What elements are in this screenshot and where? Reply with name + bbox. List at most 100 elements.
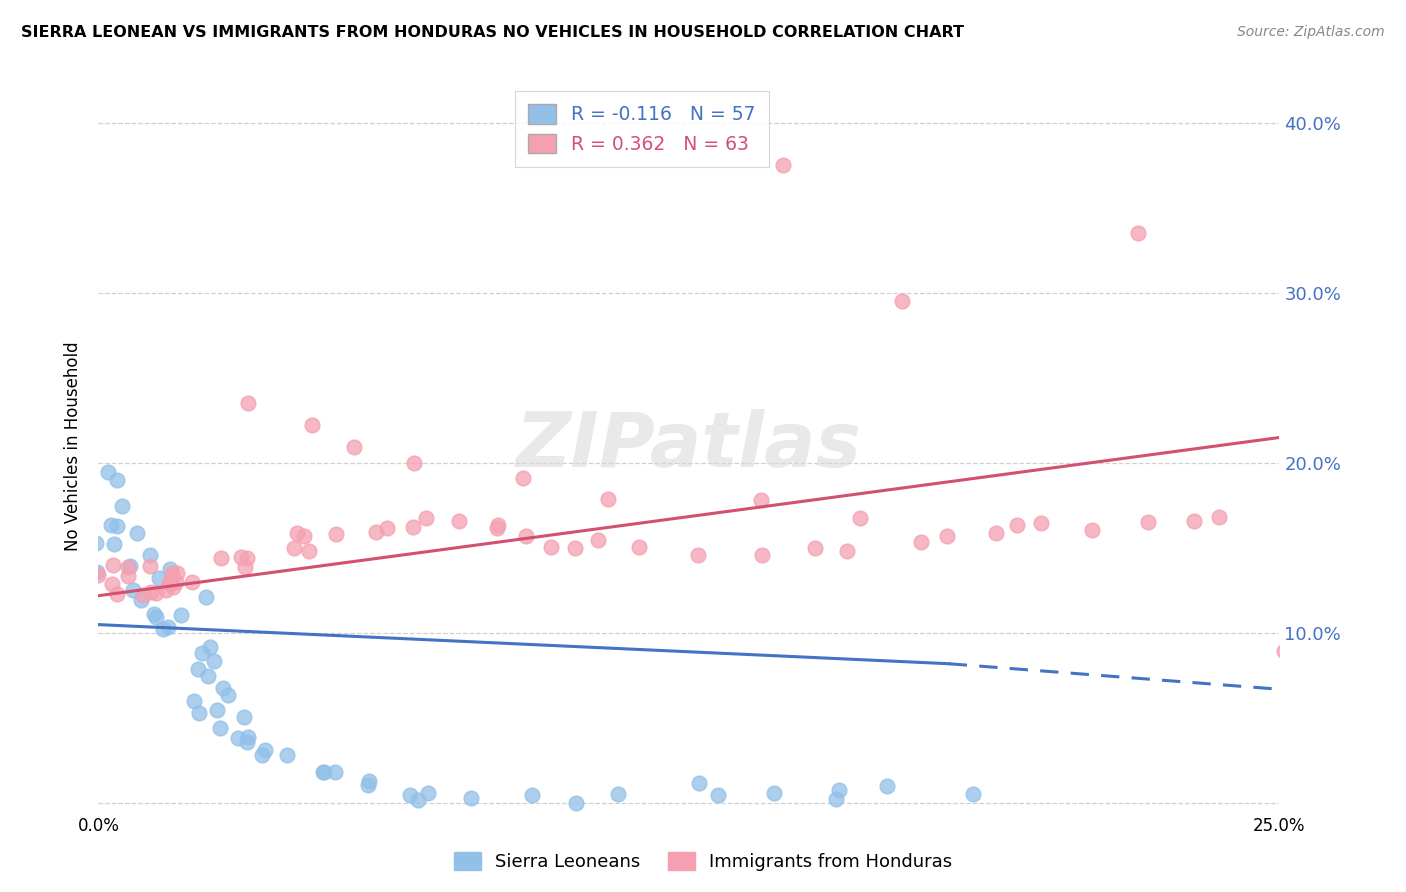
- Point: [120, 559, 142, 574]
- Point: [460, 791, 482, 805]
- Point: [139, 548, 162, 562]
- Point: [772, 158, 794, 172]
- Point: [1136, 515, 1159, 529]
- Point: [194, 590, 217, 604]
- Point: [357, 777, 380, 791]
- Point: [749, 493, 772, 508]
- Point: [910, 535, 932, 549]
- Text: Source: ZipAtlas.com: Source: ZipAtlas.com: [1237, 25, 1385, 39]
- Point: [155, 582, 177, 597]
- Point: [236, 735, 259, 749]
- Point: [232, 710, 254, 724]
- Point: [688, 548, 710, 562]
- Point: [1126, 227, 1149, 241]
- Point: [101, 558, 124, 572]
- Point: [217, 688, 239, 702]
- Point: [343, 440, 366, 454]
- Point: [87, 568, 110, 582]
- Point: [117, 560, 139, 574]
- Point: [145, 586, 167, 600]
- Point: [398, 788, 420, 802]
- Point: [198, 640, 221, 655]
- Point: [253, 743, 276, 757]
- Point: [486, 517, 509, 532]
- Point: [131, 588, 153, 602]
- Point: [325, 527, 347, 541]
- Point: [285, 526, 308, 541]
- Point: [160, 573, 183, 587]
- Point: [835, 544, 858, 558]
- Point: [1005, 517, 1028, 532]
- Point: [1208, 510, 1230, 524]
- Point: [105, 518, 128, 533]
- Point: [125, 526, 148, 541]
- Point: [84, 536, 107, 550]
- Point: [415, 511, 437, 525]
- Point: [205, 703, 228, 717]
- Point: [107, 587, 129, 601]
- Point: [117, 569, 139, 583]
- Point: [314, 765, 336, 780]
- Point: [402, 520, 425, 534]
- Point: [627, 540, 650, 554]
- Point: [212, 681, 235, 696]
- Point: [828, 783, 851, 797]
- Point: [148, 571, 170, 585]
- Point: [165, 575, 187, 590]
- Point: [540, 540, 562, 554]
- Point: [406, 793, 429, 807]
- Point: [804, 541, 827, 555]
- Point: [359, 773, 381, 788]
- Point: [366, 525, 388, 540]
- Point: [1184, 514, 1206, 528]
- Point: [1289, 498, 1312, 512]
- Point: [890, 294, 912, 309]
- Point: [197, 669, 219, 683]
- Point: [825, 792, 848, 806]
- Point: [520, 788, 543, 802]
- Point: [187, 662, 209, 676]
- Point: [191, 646, 214, 660]
- Point: [162, 580, 184, 594]
- Legend: Sierra Leoneans, Immigrants from Honduras: Sierra Leoneans, Immigrants from Hondura…: [447, 845, 959, 879]
- Point: [204, 654, 226, 668]
- Point: [101, 577, 124, 591]
- Point: [298, 544, 321, 558]
- Point: [512, 471, 534, 485]
- Point: [375, 521, 398, 535]
- Point: [323, 764, 346, 779]
- Point: [564, 796, 586, 810]
- Point: [187, 706, 209, 721]
- Point: [849, 511, 872, 525]
- Point: [485, 521, 508, 535]
- Point: [564, 541, 586, 555]
- Point: [586, 533, 609, 547]
- Text: SIERRA LEONEAN VS IMMIGRANTS FROM HONDURAS NO VEHICLES IN HOUSEHOLD CORRELATION : SIERRA LEONEAN VS IMMIGRANTS FROM HONDUR…: [21, 25, 965, 40]
- Point: [105, 473, 128, 487]
- Point: [418, 786, 440, 800]
- Point: [86, 565, 108, 579]
- Point: [111, 500, 134, 514]
- Point: [156, 620, 179, 634]
- Point: [935, 529, 957, 543]
- Point: [707, 788, 730, 802]
- Point: [1081, 523, 1104, 537]
- Point: [876, 779, 898, 793]
- Point: [236, 731, 259, 745]
- Point: [159, 562, 181, 576]
- Point: [238, 396, 260, 410]
- Point: [515, 529, 537, 543]
- Point: [183, 694, 205, 708]
- Point: [301, 418, 323, 433]
- Point: [157, 575, 180, 590]
- Point: [449, 514, 471, 528]
- Point: [139, 559, 162, 574]
- Point: [170, 608, 193, 623]
- Point: [141, 585, 163, 599]
- Point: [209, 550, 232, 565]
- Point: [226, 731, 249, 746]
- Point: [103, 537, 125, 551]
- Point: [142, 607, 165, 621]
- Legend: R = -0.116   N = 57, R = 0.362   N = 63: R = -0.116 N = 57, R = 0.362 N = 63: [515, 91, 769, 167]
- Point: [252, 747, 274, 762]
